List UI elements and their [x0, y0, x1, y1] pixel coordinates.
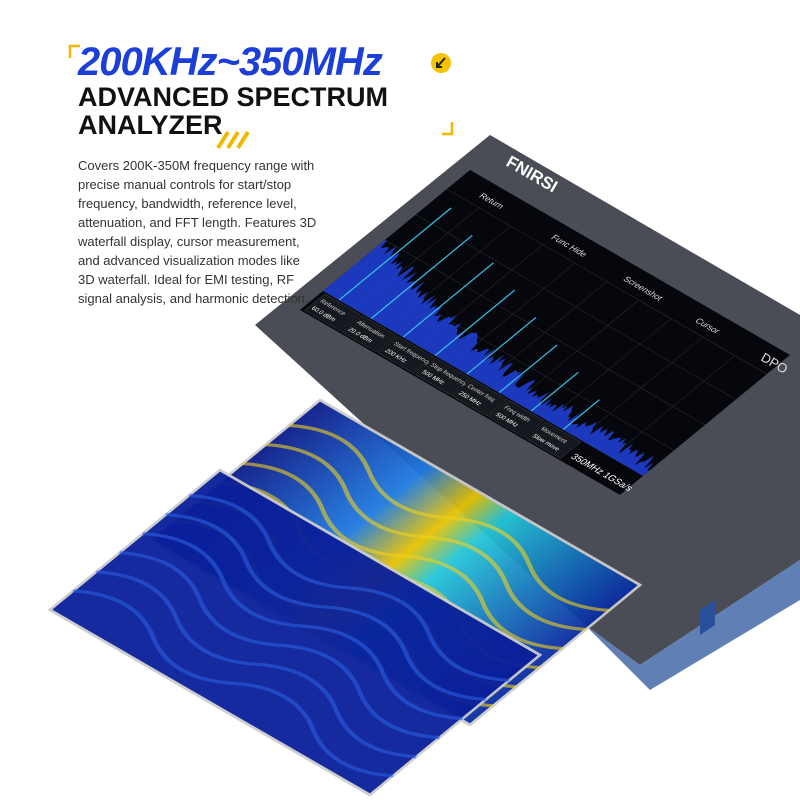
subtitle: ADVANCED SPECTRUM: [78, 82, 389, 112]
waterfall-wave: [188, 493, 510, 683]
waterfall-layer: [47, 468, 543, 797]
peak: [338, 207, 452, 301]
menu-cell: [341, 314, 398, 353]
menu-cell: [414, 357, 471, 395]
waterfall-wave: [265, 442, 587, 632]
bracket: [68, 44, 80, 58]
waterfall-wave: [288, 423, 610, 613]
waterfall-wave: [165, 512, 487, 702]
peak: [530, 371, 579, 412]
spectrum: [323, 240, 654, 476]
bracket: [442, 122, 454, 136]
peaks: [338, 207, 601, 430]
menu-cell: [304, 293, 361, 332]
description: Covers 200K-350M frequency range with pr…: [78, 158, 317, 306]
waterfall-wave: [142, 532, 464, 721]
waterfall-layers: [47, 398, 643, 797]
waterfall-wave: [72, 589, 394, 778]
port: [700, 600, 715, 635]
grid-line: [415, 214, 737, 400]
title: 200KHz~350MHz: [78, 40, 383, 84]
arrow-icon: [436, 57, 446, 68]
waterfall-wave: [95, 570, 417, 759]
slashes: [216, 130, 250, 150]
peak: [498, 344, 558, 393]
menu-cell: [525, 421, 582, 459]
layer-panel: [47, 468, 543, 797]
decor: [68, 44, 454, 150]
peak: [434, 289, 516, 356]
grid-line: [446, 188, 768, 375]
peak: [466, 317, 537, 375]
waterfall-wave: [119, 551, 441, 740]
peak: [562, 399, 601, 430]
menu-cell: [488, 400, 545, 438]
peak: [370, 234, 473, 319]
menu-cell: [451, 378, 508, 417]
peak: [402, 262, 495, 338]
menu-cell: [377, 336, 434, 374]
grid-line: [384, 239, 706, 426]
waterfall-wave: [242, 462, 564, 651]
device-edge: [585, 560, 800, 690]
subtitle: ANALYZER: [78, 110, 223, 140]
